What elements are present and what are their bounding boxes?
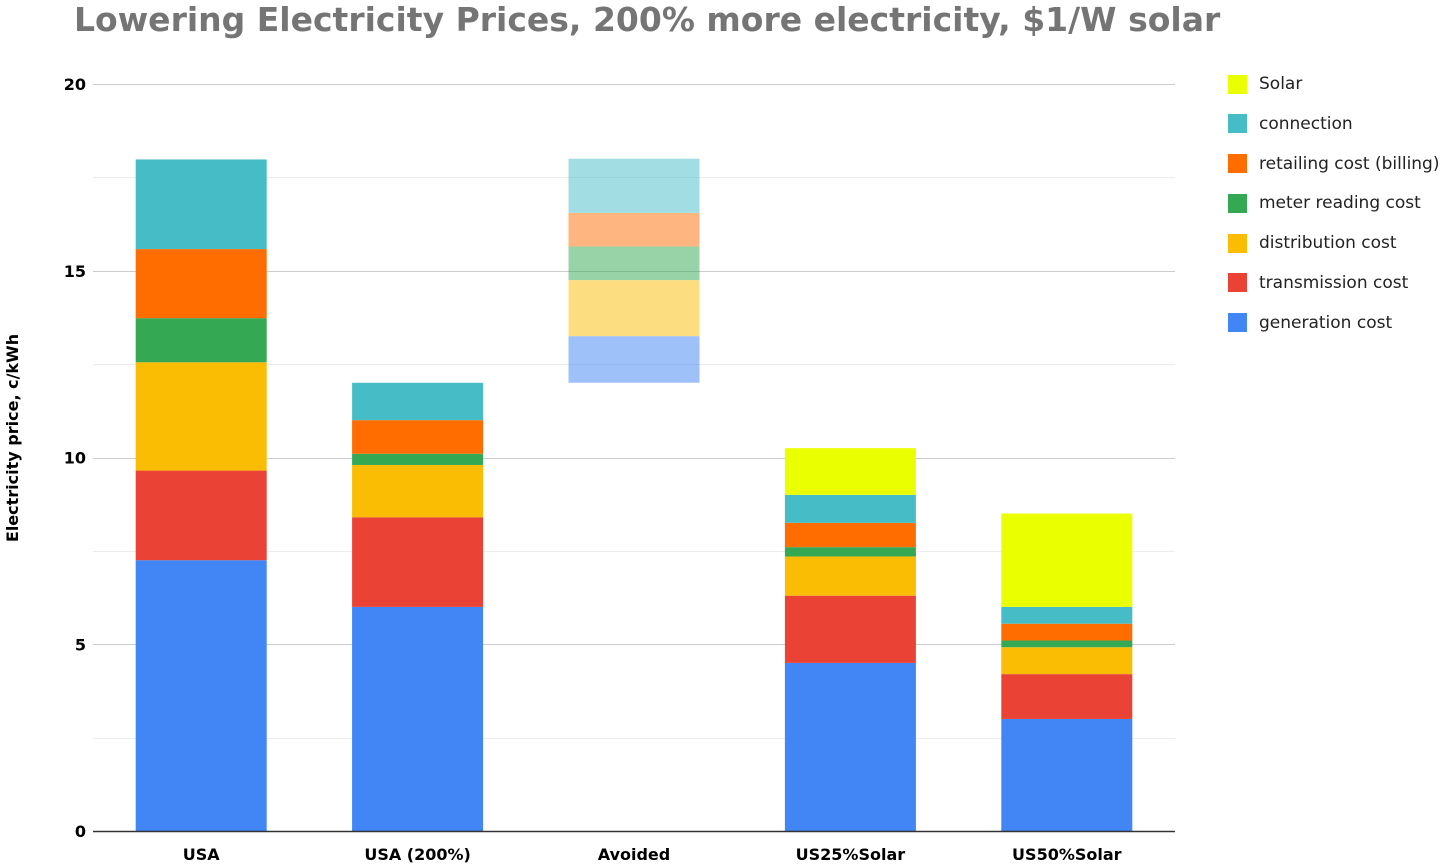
axes: 0 5 10 15 20 bbox=[64, 75, 1175, 841]
y-tick-label: 0 bbox=[75, 822, 86, 841]
bar-stack-usa-200 bbox=[352, 382, 484, 831]
bar-us25-solar-solar bbox=[784, 448, 916, 495]
y-tick-label: 10 bbox=[64, 449, 86, 468]
legend-item-connection: connection bbox=[1228, 114, 1439, 134]
legend-swatch bbox=[1228, 313, 1247, 333]
bar-avoided-retailing-cost-billing bbox=[568, 212, 700, 247]
y-tick-label: 5 bbox=[75, 635, 86, 654]
bar-us25-solar-connection bbox=[784, 494, 916, 523]
legend-item-distribution-cost: distribution cost bbox=[1228, 233, 1439, 253]
legend-swatch bbox=[1228, 233, 1247, 253]
bar-usa-200-meter-reading-cost bbox=[352, 453, 484, 465]
bar-usa-200-distribution-cost bbox=[352, 464, 484, 518]
bar-us25-solar-generation-cost bbox=[784, 662, 916, 831]
legend-label: distribution cost bbox=[1259, 233, 1397, 254]
bar-usa-200-transmission-cost bbox=[352, 517, 484, 607]
legend-item-generation-cost: generation cost bbox=[1228, 313, 1439, 333]
bar-usa-connection bbox=[135, 159, 267, 250]
bar-us50-solar-retailing-cost-billing bbox=[1001, 623, 1133, 641]
bar-avoided-meter-reading-cost bbox=[568, 246, 700, 281]
bar-usa-200-connection bbox=[352, 382, 484, 421]
bar-stack-usa bbox=[135, 159, 267, 831]
bar-us50-solar-distribution-cost bbox=[1001, 647, 1133, 675]
bar-us50-solar-transmission-cost bbox=[1001, 674, 1133, 719]
bar-us50-solar-solar bbox=[1001, 513, 1133, 607]
legend-swatch bbox=[1228, 273, 1247, 293]
legend-swatch bbox=[1228, 193, 1247, 213]
bar-us50-solar-meter-reading-cost bbox=[1001, 640, 1133, 648]
bar-us25-solar-retailing-cost-billing bbox=[784, 522, 916, 548]
x-tick-label: Avoided bbox=[598, 845, 670, 864]
bar-us50-solar-connection bbox=[1001, 606, 1133, 624]
bar-avoided-connection bbox=[568, 158, 700, 213]
x-tick-label: US50%Solar bbox=[1012, 845, 1122, 864]
chart-title: Lowering Electricity Prices, 200% more e… bbox=[74, 0, 1221, 39]
legend-item-retailing-cost-billing: retailing cost (billing) bbox=[1228, 154, 1439, 174]
bar-stacks: USA USA (200%) Avoided US25%Solar US50%Solar bbox=[135, 158, 1133, 864]
legend-label: Solar bbox=[1259, 74, 1303, 94]
bar-us25-solar-transmission-cost bbox=[784, 595, 916, 663]
bar-usa-distribution-cost bbox=[135, 362, 267, 471]
bar-stack-avoided bbox=[568, 158, 700, 383]
bar-us25-solar-meter-reading-cost bbox=[784, 547, 916, 557]
bar-stack-us50-solar bbox=[1001, 513, 1133, 831]
bar-usa-transmission-cost bbox=[135, 470, 267, 561]
legend-item-meter-reading-cost: meter reading cost bbox=[1228, 193, 1439, 213]
legend-label: connection bbox=[1259, 113, 1353, 134]
legend-label: meter reading cost bbox=[1259, 193, 1421, 214]
bar-usa-retailing-cost-billing bbox=[135, 249, 267, 319]
legend-swatch bbox=[1228, 154, 1247, 174]
bar-usa-generation-cost bbox=[135, 560, 267, 831]
bar-usa-200-retailing-cost-billing bbox=[352, 420, 484, 454]
y-tick-label: 15 bbox=[64, 262, 86, 281]
bar-stack-us25-solar bbox=[784, 448, 916, 831]
y-axis-label: Electricity price, c/kWh bbox=[3, 334, 22, 542]
legend-item-solar: Solar bbox=[1228, 74, 1439, 94]
legend-item-transmission-cost: transmission cost bbox=[1228, 273, 1439, 293]
y-tick-label: 20 bbox=[64, 75, 86, 94]
legend-swatch bbox=[1228, 74, 1247, 94]
legend-label: transmission cost bbox=[1259, 272, 1409, 293]
legend-label: generation cost bbox=[1259, 312, 1393, 333]
bar-usa-200-generation-cost bbox=[352, 606, 484, 831]
legend-label: retailing cost (billing) bbox=[1259, 153, 1440, 174]
bar-us25-solar-distribution-cost bbox=[784, 556, 916, 596]
bar-us50-solar-generation-cost bbox=[1001, 718, 1133, 831]
x-tick-label: USA bbox=[183, 845, 221, 864]
bar-avoided-generation-cost bbox=[568, 336, 700, 383]
legend-swatch bbox=[1228, 114, 1247, 134]
x-tick-label: USA (200%) bbox=[364, 845, 471, 864]
bar-usa-meter-reading-cost bbox=[135, 318, 267, 363]
x-tick-label: US25%Solar bbox=[796, 845, 906, 864]
legend: Solar connection retailing cost (billing) m… bbox=[1228, 74, 1439, 353]
bar-avoided-distribution-cost bbox=[568, 280, 700, 337]
